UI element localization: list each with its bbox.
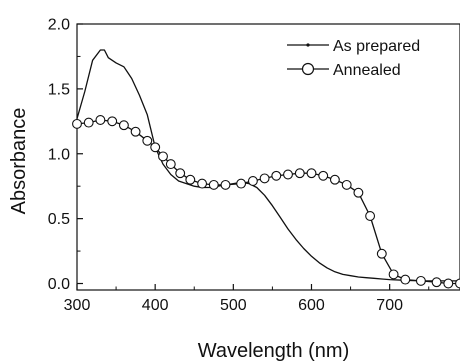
data-point-annealed bbox=[236, 178, 247, 189]
plot-frame bbox=[76, 23, 460, 291]
y-tick-label: 0.5 bbox=[48, 211, 70, 228]
legend-marker-annealed bbox=[301, 62, 315, 76]
data-point-annealed bbox=[353, 187, 364, 198]
data-point-annealed bbox=[306, 168, 317, 179]
data-point-annealed bbox=[150, 142, 161, 153]
series-line-as-prepared bbox=[76, 49, 460, 282]
data-point-annealed bbox=[455, 278, 460, 289]
data-point-annealed bbox=[341, 179, 352, 190]
data-point-annealed bbox=[175, 168, 186, 179]
data-point-annealed bbox=[118, 120, 129, 131]
data-point-annealed bbox=[431, 277, 442, 288]
data-point-annealed bbox=[197, 178, 208, 189]
data-point-annealed bbox=[165, 159, 176, 170]
x-axis-title: Wavelength (nm) bbox=[198, 340, 350, 362]
legend-label-annealed: Annealed bbox=[333, 62, 401, 79]
data-point-annealed bbox=[415, 275, 426, 286]
data-point-annealed bbox=[318, 170, 329, 181]
y-tick-label: 0.0 bbox=[48, 276, 70, 293]
series-line-annealed bbox=[76, 119, 460, 285]
data-point-annealed bbox=[329, 174, 340, 185]
y-tick-label: 1.5 bbox=[48, 81, 70, 98]
legend-dot-as-prepared bbox=[306, 43, 310, 47]
data-point-annealed bbox=[95, 115, 106, 125]
legend-label-as-prepared: As prepared bbox=[333, 38, 420, 55]
tick-labels: 300 400 500 600 700 0.0 0.5 1.0 1.5 2.0 bbox=[48, 17, 403, 315]
data-point-annealed bbox=[130, 126, 141, 137]
x-tick-label: 400 bbox=[142, 297, 169, 314]
y-tick-label: 1.0 bbox=[48, 146, 70, 163]
data-point-annealed bbox=[208, 179, 219, 190]
data-point-annealed bbox=[220, 179, 231, 190]
legend: As prepared Annealed bbox=[287, 38, 420, 79]
data-point-annealed bbox=[294, 168, 305, 179]
x-tick-label: 700 bbox=[376, 297, 403, 314]
legend-item-annealed: Annealed bbox=[287, 62, 401, 79]
y-axis-title: Absorbance bbox=[8, 108, 30, 215]
data-point-annealed bbox=[388, 269, 399, 280]
data-point-annealed bbox=[283, 169, 293, 180]
data-point-annealed bbox=[400, 274, 411, 285]
x-tick-label: 300 bbox=[64, 297, 91, 314]
data-point-annealed bbox=[83, 117, 94, 128]
x-tick-label: 500 bbox=[220, 297, 247, 314]
data-point-annealed bbox=[443, 278, 454, 289]
plot-area bbox=[72, 23, 460, 291]
data-point-annealed bbox=[271, 170, 282, 181]
data-point-annealed bbox=[376, 248, 387, 259]
y-tick-label: 2.0 bbox=[48, 17, 70, 34]
data-point-annealed bbox=[185, 174, 196, 185]
x-tick-label: 600 bbox=[298, 297, 325, 314]
data-point-annealed bbox=[107, 116, 118, 127]
data-point-annealed bbox=[72, 118, 82, 129]
data-point-annealed bbox=[142, 135, 153, 146]
series-layer bbox=[72, 49, 460, 289]
data-point-annealed bbox=[259, 173, 270, 184]
data-point-annealed bbox=[247, 176, 258, 186]
data-point-annealed bbox=[365, 211, 376, 221]
legend-item-as-prepared: As prepared bbox=[287, 38, 420, 55]
data-point-annealed bbox=[158, 151, 168, 162]
